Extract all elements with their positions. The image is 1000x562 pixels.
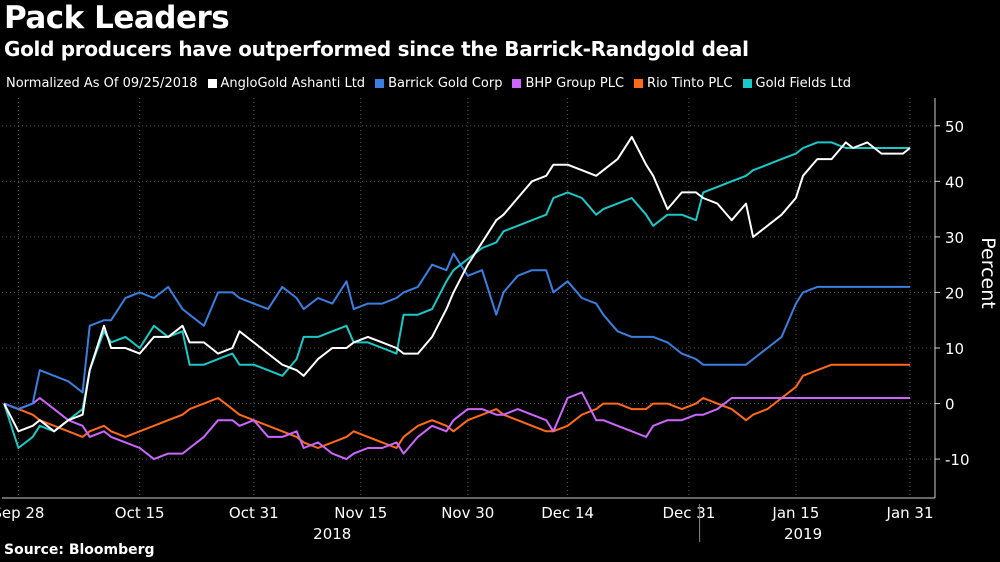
legend-item-barrick: Barrick Gold Corp (375, 76, 502, 91)
year-label: 2018 (313, 525, 351, 543)
series-line-anglogold-ashanti-ltd (3, 135, 911, 433)
legend-label-anglogold: AngloGold Ashanti Ltd (220, 76, 366, 91)
legend-swatch-rio-tinto (634, 79, 644, 88)
x-tick-label: Oct 15 (115, 504, 165, 522)
legend-swatch-bhp (512, 79, 522, 88)
y-tick-label: -10 (945, 451, 970, 469)
y-tick-label: 40 (945, 173, 964, 191)
chart-subtitle: Gold producers have outperformed since t… (4, 37, 749, 61)
series-line-barrick-gold-corp (3, 252, 910, 411)
series-line-rio-tinto-plc (3, 363, 910, 449)
y-tick-label: 20 (945, 284, 964, 302)
legend-swatch-gold-fields (742, 79, 752, 88)
source-note: Source: Bloomberg (4, 542, 155, 558)
legend-item-rio-tinto: Rio Tinto PLC (634, 76, 733, 91)
y-tick-label: 10 (945, 340, 964, 358)
x-tick-label: Oct 31 (229, 504, 279, 522)
y-tick-label: 0 (945, 396, 955, 414)
y-axis-label: Percent (977, 237, 999, 309)
legend-item-gold-fields: Gold Fields Ltd (742, 76, 852, 91)
legend-normalized-note: Normalized As Of 09/25/2018 (6, 76, 198, 91)
x-tick-label: Nov 15 (334, 504, 387, 522)
legend-item-anglogold: AngloGold Ashanti Ltd (207, 76, 366, 91)
legend-swatch-anglogold (207, 79, 217, 88)
chart-title: Pack Leaders (4, 0, 230, 36)
y-tick-label: 30 (945, 229, 964, 247)
legend: Normalized As Of 09/25/2018 AngloGold As… (6, 76, 851, 91)
x-tick-label: Dec 31 (662, 504, 715, 522)
legend-label-barrick: Barrick Gold Corp (388, 76, 503, 91)
x-tick-label: Sep 28 (0, 504, 44, 522)
year-label: 2019 (784, 525, 822, 543)
legend-label-gold-fields: Gold Fields Ltd (755, 76, 852, 91)
legend-item-bhp: BHP Group PLC (512, 76, 624, 91)
x-tick-label: Jan 31 (886, 504, 934, 522)
x-tick-label: Dec 14 (541, 504, 594, 522)
x-tick-label: Jan 15 (771, 504, 819, 522)
x-tick-label: Nov 30 (441, 504, 494, 522)
legend-label-rio-tinto: Rio Tinto PLC (647, 76, 733, 91)
legend-swatch-barrick (375, 79, 385, 88)
y-tick-label: 50 (945, 118, 964, 136)
legend-label-bhp: BHP Group PLC (525, 76, 625, 91)
series-line-gold-fields-ltd (3, 141, 910, 449)
series-line-bhp-group-plc (3, 391, 910, 461)
